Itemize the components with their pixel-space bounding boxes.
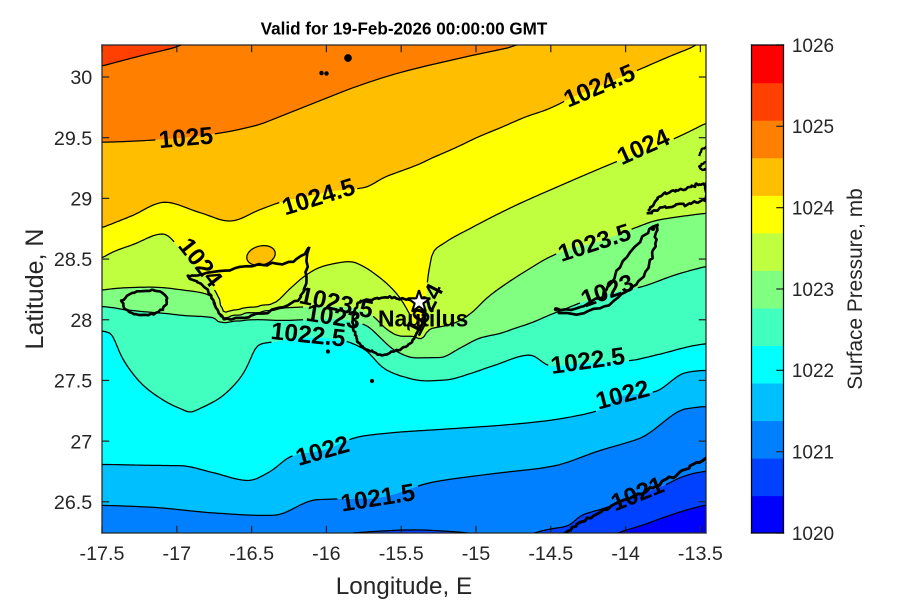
svg-text:28: 28 [70, 310, 92, 332]
svg-text:1026: 1026 [792, 36, 834, 57]
svg-text:-17: -17 [163, 543, 192, 565]
svg-text:1025: 1025 [158, 123, 215, 155]
svg-text:1020: 1020 [792, 524, 834, 545]
svg-text:Longitude, E: Longitude, E [336, 573, 472, 600]
svg-text:1023: 1023 [792, 280, 834, 301]
svg-text:-13.5: -13.5 [678, 543, 723, 565]
svg-text:Nautilus: Nautilus [378, 305, 468, 331]
svg-text:28.5: 28.5 [54, 249, 92, 271]
svg-text:27: 27 [70, 431, 92, 453]
svg-text:-16: -16 [312, 543, 341, 565]
svg-text:-14.5: -14.5 [528, 543, 573, 565]
svg-text:Latitude, N: Latitude, N [21, 229, 49, 350]
svg-text:29: 29 [70, 189, 92, 211]
svg-text:1024: 1024 [792, 199, 835, 220]
svg-text:-15.5: -15.5 [379, 543, 424, 565]
svg-text:-15: -15 [462, 543, 491, 565]
svg-text:29.5: 29.5 [54, 128, 92, 150]
svg-text:1025: 1025 [792, 117, 834, 138]
svg-text:-16.5: -16.5 [229, 543, 274, 565]
svg-text:1022: 1022 [792, 361, 834, 382]
svg-text:30: 30 [70, 67, 92, 89]
svg-text:Surface Pressure, mb: Surface Pressure, mb [844, 188, 867, 389]
svg-text:1021: 1021 [792, 443, 834, 464]
svg-text:27.5: 27.5 [54, 371, 92, 393]
svg-text:-17.5: -17.5 [80, 543, 125, 565]
svg-text:Valid for 19-Feb-2026 00:00:00: Valid for 19-Feb-2026 00:00:00 GMT [261, 20, 548, 39]
svg-text:26.5: 26.5 [54, 492, 92, 514]
svg-text:-14: -14 [611, 543, 640, 565]
